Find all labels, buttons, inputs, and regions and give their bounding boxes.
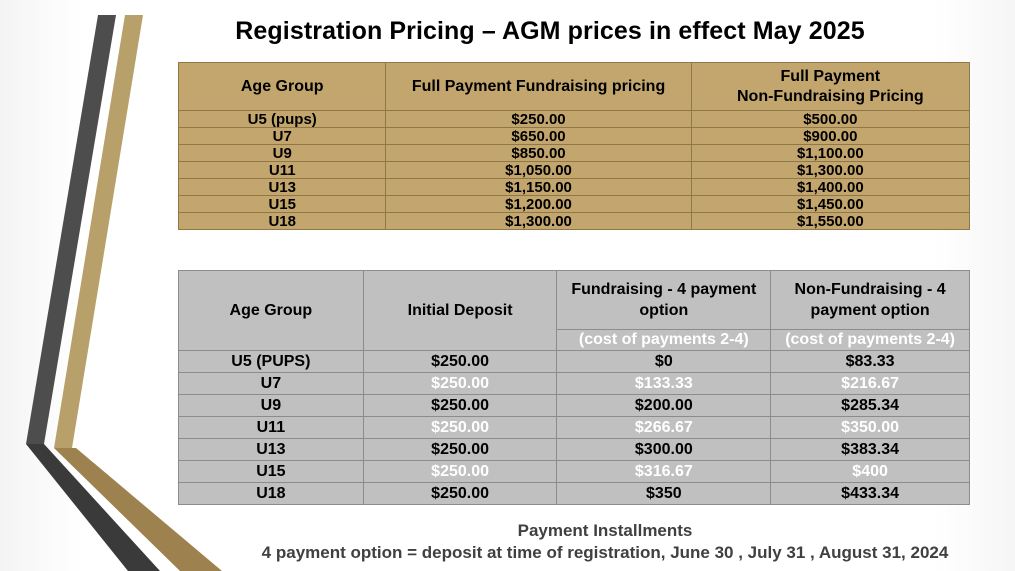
age-group-cell: U7 xyxy=(178,372,364,395)
table-header-row: Age Group Full Payment Fundraising prici… xyxy=(177,62,971,111)
fundraising-payment-cell: $300.00 xyxy=(556,438,772,461)
age-group-cell: U15 xyxy=(177,195,387,213)
non-fundraising-payment-cell: $216.67 xyxy=(770,372,970,395)
deposit-cell: $250.00 xyxy=(362,350,558,373)
fundraising-price-cell: $250.00 xyxy=(385,110,692,128)
table-row: U7 $250.00 $133.33 $216.67 xyxy=(178,372,970,395)
dark-stripe-lower xyxy=(26,444,160,571)
age-group-cell: U5 (PUPS) xyxy=(178,350,364,373)
gold-stripe xyxy=(54,15,143,448)
non-fundraising-payment-cell: $383.34 xyxy=(770,438,970,461)
table-row: U15 $250.00 $316.67 $400 xyxy=(178,460,970,483)
deposit-cell: $250.00 xyxy=(362,482,558,505)
deposit-cell: $250.00 xyxy=(362,416,558,439)
fundraising-payment-cell: $350 xyxy=(556,482,772,505)
header-age-group: Age Group xyxy=(178,270,364,351)
fundraising-price-cell: $1,300.00 xyxy=(385,212,692,230)
age-group-cell: U13 xyxy=(178,438,364,461)
age-group-cell: U9 xyxy=(177,144,387,162)
table-row: U13 $1,150.00 $1,400.00 xyxy=(177,178,971,196)
payment-schedule-note: 4 payment option = deposit at time of re… xyxy=(261,543,949,562)
page-title: Registration Pricing – AGM prices in eff… xyxy=(235,17,865,45)
dark-stripe xyxy=(26,15,116,444)
fundraising-price-cell: $1,200.00 xyxy=(385,195,692,213)
table-row: U11 $1,050.00 $1,300.00 xyxy=(177,161,971,179)
table-row: U9 $250.00 $200.00 $285.34 xyxy=(178,394,970,417)
table-row: U9 $850.00 $1,100.00 xyxy=(177,144,971,162)
installment-pricing-table: Age Group Initial Deposit Fundraising - … xyxy=(178,270,970,505)
table-header-row: Age Group Initial Deposit Fundraising - … xyxy=(178,270,970,351)
subheader-cost-of-payments: (cost of payments 2-4) xyxy=(556,329,772,351)
deposit-cell: $250.00 xyxy=(362,394,558,417)
header-fundraising-pricing: Full Payment Fundraising pricing xyxy=(385,62,692,111)
age-group-cell: U11 xyxy=(178,416,364,439)
non-fundraising-payment-cell: $350.00 xyxy=(770,416,970,439)
fundraising-payment-cell: $0 xyxy=(556,350,772,373)
age-group-cell: U7 xyxy=(177,127,387,145)
table-row: U13 $250.00 $300.00 $383.34 xyxy=(178,438,970,461)
table-row: U18 $250.00 $350 $433.34 xyxy=(178,482,970,505)
table-subheader-row: (cost of payments 2-4) (cost of payments… xyxy=(179,329,970,351)
fundraising-payment-cell: $133.33 xyxy=(556,372,772,395)
age-group-cell: U13 xyxy=(177,178,387,196)
header-age-group: Age Group xyxy=(177,62,387,111)
non-fundraising-payment-cell: $400 xyxy=(770,460,970,483)
non-fundraising-price-cell: $1,300.00 xyxy=(690,161,971,179)
age-group-cell: U5 (pups) xyxy=(177,110,387,128)
header-non-fundraising-4-payment: Non-Fundraising - 4 payment option xyxy=(770,270,970,330)
age-group-cell: U18 xyxy=(178,482,364,505)
subheader-cost-of-payments: (cost of payments 2-4) xyxy=(770,329,970,351)
non-fundraising-price-cell: $1,400.00 xyxy=(690,178,971,196)
table-row: U11 $250.00 $266.67 $350.00 xyxy=(178,416,970,439)
header-initial-deposit: Initial Deposit xyxy=(362,270,558,351)
fundraising-price-cell: $1,050.00 xyxy=(385,161,692,179)
gold-stripe-lower xyxy=(54,448,222,571)
header-fundraising-4-payment: Fundraising - 4 payment option xyxy=(556,270,772,330)
table-row: U5 (PUPS) $250.00 $0 $83.33 xyxy=(178,350,970,373)
deposit-cell: $250.00 xyxy=(362,438,558,461)
fundraising-price-cell: $650.00 xyxy=(385,127,692,145)
fundraising-payment-cell: $200.00 xyxy=(556,394,772,417)
table-row: U5 (pups) $250.00 $500.00 xyxy=(177,110,971,128)
deposit-cell: $250.00 xyxy=(362,372,558,395)
non-fundraising-price-cell: $1,550.00 xyxy=(690,212,971,230)
non-fundraising-price-cell: $1,450.00 xyxy=(690,195,971,213)
fundraising-price-cell: $850.00 xyxy=(385,144,692,162)
age-group-cell: U18 xyxy=(177,212,387,230)
table-row: U18 $1,300.00 $1,550.00 xyxy=(177,212,971,230)
non-fundraising-payment-cell: $433.34 xyxy=(770,482,970,505)
header-non-fundraising-pricing: Full Payment Non-Fundraising Pricing xyxy=(690,62,971,111)
full-payment-pricing-table: Age Group Full Payment Fundraising prici… xyxy=(177,62,971,230)
fundraising-payment-cell: $316.67 xyxy=(556,460,772,483)
fundraising-payment-cell: $266.67 xyxy=(556,416,772,439)
non-fundraising-payment-cell: $285.34 xyxy=(770,394,970,417)
age-group-cell: U9 xyxy=(178,394,364,417)
non-fundraising-price-cell: $500.00 xyxy=(690,110,971,128)
non-fundraising-payment-cell: $83.33 xyxy=(770,350,970,373)
age-group-cell: U15 xyxy=(178,460,364,483)
fundraising-price-cell: $1,150.00 xyxy=(385,178,692,196)
age-group-cell: U11 xyxy=(177,161,387,179)
non-fundraising-price-cell: $900.00 xyxy=(690,127,971,145)
payment-installments-heading: Payment Installments xyxy=(517,521,693,540)
table-row: U15 $1,200.00 $1,450.00 xyxy=(177,195,971,213)
deposit-cell: $250.00 xyxy=(362,460,558,483)
table-row: U7 $650.00 $900.00 xyxy=(177,127,971,145)
non-fundraising-price-cell: $1,100.00 xyxy=(690,144,971,162)
